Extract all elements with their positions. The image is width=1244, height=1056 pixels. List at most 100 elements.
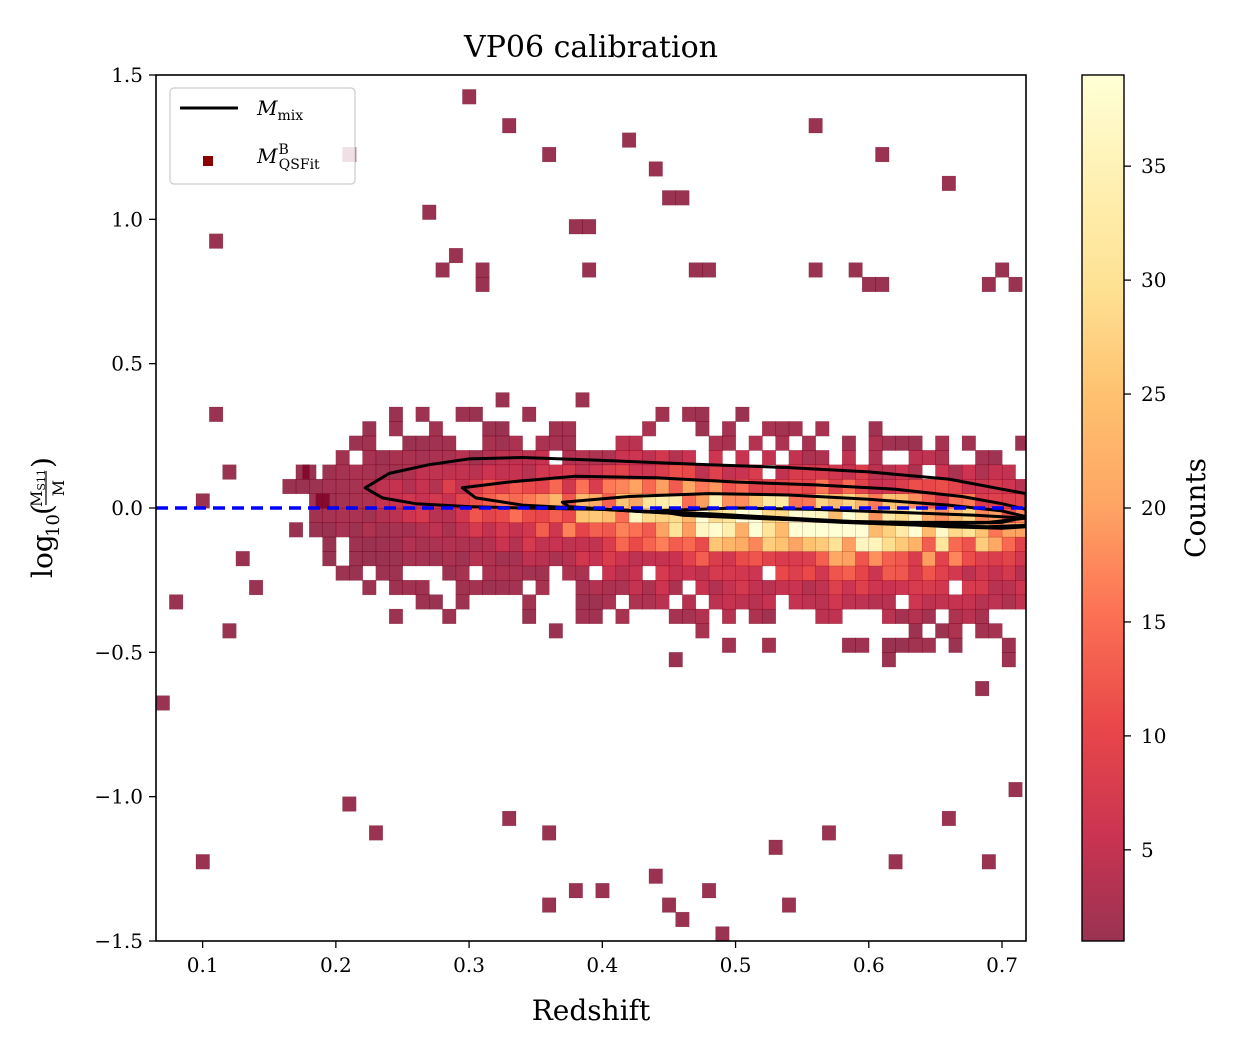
heatmap-cell [921, 579, 936, 596]
heatmap-cell [682, 464, 697, 480]
heatmap-cell [375, 565, 390, 581]
heatmap-cell [615, 551, 630, 567]
heatmap-cell [455, 536, 470, 552]
heatmap-cell [788, 522, 803, 538]
heatmap-cell [402, 536, 417, 552]
heatmap-cell [495, 392, 510, 408]
heatmap-cell [468, 507, 483, 523]
heatmap-cell [535, 435, 550, 451]
heatmap-cell [428, 507, 443, 523]
colorbar-tick-label: 20 [1141, 496, 1166, 520]
heatmap-cell [682, 522, 697, 538]
heatmap-cell [695, 565, 710, 581]
heatmap-cell [748, 608, 763, 624]
heatmap-cell [788, 421, 803, 437]
heatmap-cell [881, 536, 896, 552]
heatmap-cell [348, 522, 364, 538]
heatmap-cell [362, 579, 377, 596]
heatmap-cell [868, 579, 883, 596]
heatmap-cell [402, 522, 417, 538]
heatmap-outlier-cell [542, 825, 557, 841]
heatmap-cell [482, 565, 497, 581]
heatmap-outlier-cell [662, 897, 677, 913]
heatmap-cell [935, 594, 950, 610]
heatmap-cell [495, 435, 510, 451]
heatmap-cell [428, 522, 443, 538]
heatmap-cell [348, 565, 364, 581]
heatmap-cell [961, 551, 976, 567]
heatmap-cell [921, 551, 936, 567]
heatmap-cell [1001, 579, 1016, 596]
heatmap-cell [748, 464, 763, 480]
heatmap-cell [348, 551, 364, 567]
heatmap-cell [388, 450, 403, 466]
heatmap-outlier-cell [289, 522, 304, 538]
heatmap-outlier-cell [662, 190, 677, 206]
heatmap-cell [921, 637, 936, 653]
heatmap-cell [575, 565, 590, 581]
heatmap-cell [775, 536, 790, 552]
heatmap-cell [881, 652, 896, 668]
heatmap-cell [428, 435, 443, 451]
heatmap-cell [1001, 536, 1016, 552]
heatmap-cell [362, 493, 377, 509]
heatmap-cell [455, 507, 470, 523]
heatmap-cell [375, 522, 390, 538]
legend: Mmix MB QSFit [169, 87, 356, 185]
heatmap-cell [335, 464, 350, 480]
heatmap-cell [975, 579, 990, 596]
heatmap-cell [935, 450, 950, 466]
heatmap-cell [948, 536, 963, 552]
heatmap-cell [495, 565, 510, 581]
heatmap-cell [362, 507, 377, 523]
heatmap-cell [975, 464, 990, 480]
heatmap-cell [828, 608, 843, 624]
heatmap-cell [895, 579, 910, 596]
heatmap-cell [975, 608, 990, 624]
heatmap-cell [815, 565, 830, 581]
colorbar-tick-label: 15 [1141, 610, 1166, 634]
heatmap-cell [495, 579, 510, 596]
heatmap-outlier-cell [222, 464, 237, 480]
heatmap-cell [748, 594, 763, 610]
heatmap-cell [575, 594, 590, 610]
heatmap-cell [748, 522, 763, 538]
heatmap-cell [628, 594, 643, 610]
heatmap-cell [682, 565, 697, 581]
heatmap-cell [775, 565, 790, 581]
x-axis-title: Redshift [532, 994, 651, 1027]
heatmap-cell [921, 507, 936, 523]
heatmap-cell [508, 551, 523, 567]
heatmap-cell [935, 478, 950, 495]
heatmap-cell [895, 464, 910, 480]
heatmap-cell [535, 507, 550, 523]
y-tick-label: 1.5 [111, 63, 143, 87]
heatmap-cell [415, 507, 430, 523]
heatmap-cell [975, 551, 990, 567]
heatmap-cell [588, 536, 603, 552]
heatmap-cell [402, 435, 417, 451]
heatmap-cell [908, 536, 923, 552]
heatmap-cell [335, 478, 350, 495]
heatmap-cell [442, 522, 457, 538]
heatmap-cell [815, 421, 830, 437]
heatmap-cell [628, 551, 643, 567]
heatmap-cell [855, 493, 870, 509]
heatmap-cell [455, 522, 470, 538]
heatmap-cell [762, 450, 777, 466]
heatmap-cell [482, 507, 497, 523]
heatmap-cell [655, 551, 670, 567]
heatmap-outlier-cell [648, 868, 663, 884]
heatmap-cell [335, 450, 350, 466]
heatmap-cell [588, 594, 603, 610]
heatmap-cell [708, 493, 723, 509]
heatmap-cell [708, 522, 723, 538]
heatmap-cell [495, 551, 510, 567]
heatmap-cell [1015, 594, 1026, 610]
heatmap-cell [415, 579, 430, 596]
colorbar-tick-label: 30 [1141, 268, 1166, 292]
heatmap-outlier-cell [249, 579, 264, 596]
chart-title: VP06 calibration [463, 30, 718, 65]
heatmap-cell [668, 608, 683, 624]
heatmap-cell [655, 565, 670, 581]
